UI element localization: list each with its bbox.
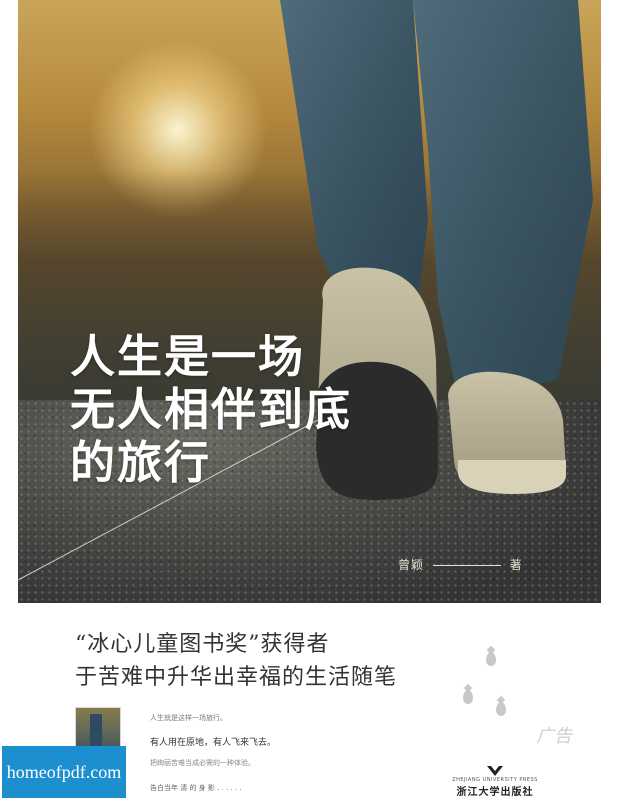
raindrop-icon [463,690,473,704]
blurb-line: 把绚丽苦难当成必需的一种体验。 [150,759,255,767]
book-title: 人生是一场 无人相伴到底 的旅行 [70,330,352,489]
blurb-line: 人生就是这样一场旅行。 [150,714,227,722]
publisher-block: ZHEJIANG UNIVERSITY PRESS 浙江大学出版社 [440,765,550,798]
watermark-text: homeofpdf.com [6,761,122,782]
blurb-line: 有人用在原地，有人飞来飞去。 [150,738,277,748]
author-line: 曾颖 著 [398,556,523,573]
raindrop-icon [486,652,496,666]
title-line: 的旅行 [70,436,212,489]
title-line: 无人相伴到底 [70,383,353,436]
author-suffix: 著 [509,558,523,572]
ad-label: 广告 [536,726,572,747]
raindrop-icon [496,702,506,716]
tagline-text: 于苦难中升华出幸福的生活随笔 [75,665,398,690]
publisher-chinese: 浙江大学出版社 [456,787,534,798]
watermark-badge: homeofpdf.com [2,746,126,798]
award-text: “冰心儿童图书奖”获得者 [75,632,330,657]
publisher-logo-icon [487,766,503,776]
blurb-line: 告白当年 清 的 身 影 . . . . . . [150,784,242,792]
author-name: 曾颖 [398,558,425,572]
cover-photo: 人生是一场 无人相伴到底 的旅行 曾颖 著 [18,0,601,603]
title-line: 人生是一场 [70,330,306,383]
author-divider [432,565,501,566]
publisher-english: ZHEJIANG UNIVERSITY PRESS [452,777,538,783]
